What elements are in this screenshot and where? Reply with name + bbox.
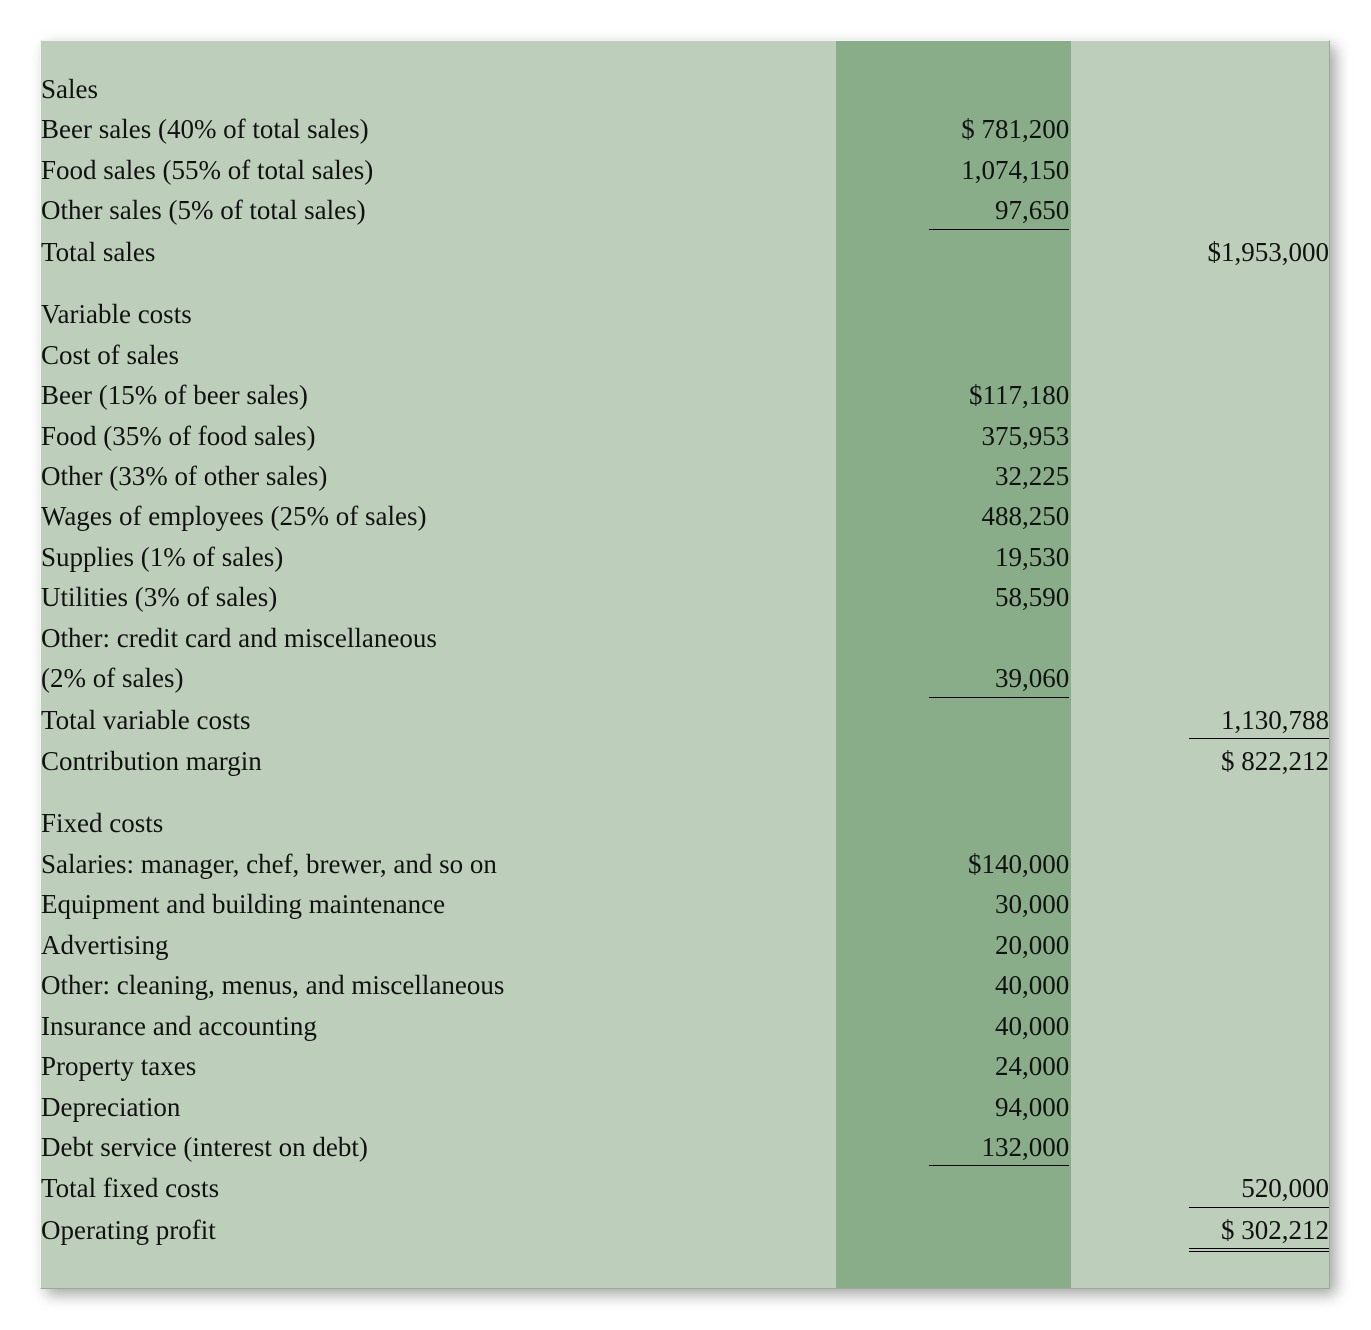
table-row: Utilities (3% of sales) 58,590 xyxy=(41,577,1329,617)
line-value: 488,250 xyxy=(835,496,1070,536)
table-row: Advertising 20,000 xyxy=(41,925,1329,965)
table-row: Total sales $1,953,000 xyxy=(41,232,1329,272)
line-label: Wages of employees (25% of sales) xyxy=(41,496,835,536)
line-value: 97,650 xyxy=(929,192,1069,229)
total-value: $1,953,000 xyxy=(1069,232,1329,272)
table-row: Total fixed costs 520,000 xyxy=(41,1168,1329,1209)
table-row: Depreciation 94,000 xyxy=(41,1087,1329,1127)
total-value: 1,130,788 xyxy=(1189,702,1329,739)
line-value: 19,530 xyxy=(835,537,1070,577)
table-row: Debt service (interest on debt) 132,000 xyxy=(41,1127,1329,1168)
line-value: 40,000 xyxy=(835,1006,1070,1046)
line-label: Other: cleaning, menus, and miscellaneou… xyxy=(41,965,835,1005)
table-row: Contribution margin $ 822,212 xyxy=(41,741,1329,781)
line-label: Utilities (3% of sales) xyxy=(41,577,835,617)
line-value: $117,180 xyxy=(835,375,1070,415)
table-row: Food (35% of food sales) 375,953 xyxy=(41,416,1329,456)
table-row: Food sales (55% of total sales) 1,074,15… xyxy=(41,150,1329,190)
line-label: Other sales (5% of total sales) xyxy=(41,190,835,231)
table-row: Equipment and building maintenance 30,00… xyxy=(41,884,1329,924)
total-label: Total fixed costs xyxy=(41,1168,835,1209)
table-row: (2% of sales) 39,060 xyxy=(41,658,1329,699)
line-label: Depreciation xyxy=(41,1087,835,1127)
line-label: Food sales (55% of total sales) xyxy=(41,150,835,190)
profit-label: Operating profit xyxy=(41,1210,835,1254)
line-label: Property taxes xyxy=(41,1046,835,1086)
table-row: Other: credit card and miscellaneous xyxy=(41,618,1329,658)
line-label: Advertising xyxy=(41,925,835,965)
line-value: 1,074,150 xyxy=(835,150,1070,190)
line-value: 20,000 xyxy=(835,925,1070,965)
table-row: Wages of employees (25% of sales) 488,25… xyxy=(41,496,1329,536)
table-row: Property taxes 24,000 xyxy=(41,1046,1329,1086)
line-label: Debt service (interest on debt) xyxy=(41,1127,835,1168)
statement-table: Sales Beer sales (40% of total sales) $ … xyxy=(41,69,1329,1254)
line-value: $ 781,200 xyxy=(835,109,1070,149)
line-label: Salaries: manager, chef, brewer, and so … xyxy=(41,844,835,884)
line-value: 30,000 xyxy=(835,884,1070,924)
table-row: Other sales (5% of total sales) 97,650 xyxy=(41,190,1329,231)
line-value: 39,060 xyxy=(929,660,1069,697)
total-label: Total sales xyxy=(41,232,835,272)
total-label: Total variable costs xyxy=(41,700,835,741)
line-label: Equipment and building maintenance xyxy=(41,884,835,924)
section-header: Sales xyxy=(41,69,835,109)
line-value: 94,000 xyxy=(835,1087,1070,1127)
contribution-label: Contribution margin xyxy=(41,741,835,781)
section-header: Fixed costs xyxy=(41,803,835,843)
table-row: Beer (15% of beer sales) $117,180 xyxy=(41,375,1329,415)
line-label: Insurance and accounting xyxy=(41,1006,835,1046)
line-value: 32,225 xyxy=(835,456,1070,496)
subsection-header: Cost of sales xyxy=(41,335,835,375)
table-row: Beer sales (40% of total sales) $ 781,20… xyxy=(41,109,1329,149)
contribution-value: $ 822,212 xyxy=(1069,741,1329,781)
line-value: 40,000 xyxy=(835,965,1070,1005)
line-value: 375,953 xyxy=(835,416,1070,456)
line-label-continued: (2% of sales) xyxy=(41,658,835,699)
line-label: Food (35% of food sales) xyxy=(41,416,835,456)
line-label: Supplies (1% of sales) xyxy=(41,537,835,577)
line-label: Beer (15% of beer sales) xyxy=(41,375,835,415)
profit-value: $ 302,212 xyxy=(1189,1212,1329,1252)
table-row: Insurance and accounting 40,000 xyxy=(41,1006,1329,1046)
table-row: Salaries: manager, chef, brewer, and so … xyxy=(41,844,1329,884)
table-row: Cost of sales xyxy=(41,335,1329,375)
total-value: 520,000 xyxy=(1189,1170,1329,1207)
table-row: Variable costs xyxy=(41,294,1329,334)
line-label: Other: credit card and miscellaneous xyxy=(41,618,835,658)
table-row: Sales xyxy=(41,69,1329,109)
table-row: Fixed costs xyxy=(41,803,1329,843)
section-header: Variable costs xyxy=(41,294,835,334)
income-statement: Sales Beer sales (40% of total sales) $ … xyxy=(40,40,1330,1289)
line-value: 24,000 xyxy=(835,1046,1070,1086)
line-value: $140,000 xyxy=(835,844,1070,884)
line-value: 132,000 xyxy=(929,1129,1069,1166)
line-value: 58,590 xyxy=(835,577,1070,617)
table-row: Supplies (1% of sales) 19,530 xyxy=(41,537,1329,577)
table-row: Other (33% of other sales) 32,225 xyxy=(41,456,1329,496)
table-row: Other: cleaning, menus, and miscellaneou… xyxy=(41,965,1329,1005)
line-label: Beer sales (40% of total sales) xyxy=(41,109,835,149)
line-label: Other (33% of other sales) xyxy=(41,456,835,496)
table-row: Total variable costs 1,130,788 xyxy=(41,700,1329,741)
table-row: Operating profit $ 302,212 xyxy=(41,1210,1329,1254)
